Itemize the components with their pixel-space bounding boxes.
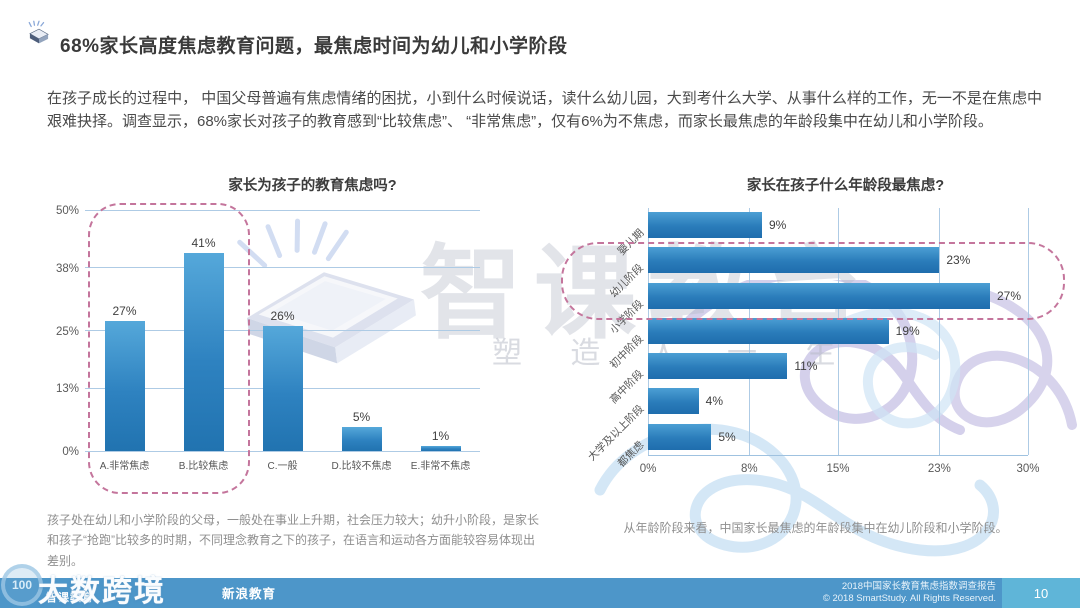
bar-value-label: 9% (769, 218, 787, 232)
chart-education-anxiety-level: 家长为孩子的教育焦虑吗? 0% 13% 25% 38% 50% 27% A.非常焦虑 41% B… (40, 166, 545, 568)
sina-edu-logo: 新浪教育 (222, 587, 277, 601)
x-axis-tick-label: 8% (741, 463, 758, 475)
book-logo-icon (28, 20, 49, 44)
y-axis-tick-label: 38% (55, 262, 79, 275)
x-axis-category-label: A.非常焦虑 (99, 461, 150, 472)
y-axis-tick-label: 50% (55, 205, 79, 217)
gridline (85, 450, 480, 452)
bar-value-label: 19% (895, 323, 920, 338)
left-chart-footnote: 孩子处在幼儿和小学阶段的父母，一般处在事业上升期，社会压力较大；幼升小阶段，是家… (47, 513, 540, 568)
y-axis-category-label: 小学阶段 (607, 297, 646, 336)
y-axis-tick-label: 13% (55, 383, 79, 396)
y-axis-tick-label: 0% (62, 446, 79, 458)
footer-bar: 2018中国家长教育焦虑指数调查报告 © 2018 SmartStudy. Al… (0, 578, 1080, 608)
axis-baseline (648, 454, 1028, 456)
x-axis-tick-label: 23% (927, 463, 951, 475)
bar (104, 320, 145, 451)
horizontal-bar-plot: 0% 8% 15% 23% 30% 9% 婴儿期 23% 幼儿阶段 27% 小学阶段 19% 初中阶段 1… (585, 208, 1040, 475)
right-chart-footnote: 从年龄阶段来看，中国家长最焦虑的年龄段集中在幼儿阶段和小学阶段。 (623, 521, 1008, 535)
bar (262, 325, 303, 451)
gridline (1027, 208, 1029, 455)
bar (648, 353, 788, 380)
bar-value-label: 26% (270, 308, 295, 323)
bar-value-label: 4% (705, 394, 723, 409)
page-title: 68%家长高度焦虑教育问题，最焦虑时间为幼儿和小学阶段 (60, 35, 568, 57)
gridline (938, 208, 940, 455)
footer-report-info: 2018中国家长教育焦虑指数调查报告 © 2018 SmartStudy. Al… (823, 581, 996, 605)
bar (648, 388, 699, 415)
x-axis-category-label: C.一般 (267, 461, 298, 472)
x-axis-category-label: B.比较焦虑 (178, 461, 229, 472)
footer-logos: 智课教育 新浪教育 100 大数跨境 (0, 560, 280, 608)
gridline (85, 267, 480, 269)
bar-value-label: 11% (794, 359, 818, 374)
y-axis-category-label: 幼儿阶段 (607, 262, 646, 301)
bar (648, 282, 990, 309)
bar-value-label: 41% (191, 236, 216, 251)
gridline (85, 209, 480, 211)
bar-value-label: 27% (112, 303, 137, 318)
bar (648, 247, 940, 274)
footer-copyright: © 2018 SmartStudy. All Rights Reserved. (822, 593, 996, 605)
x-axis-category-label: D.比较不焦虑 (331, 461, 392, 472)
x-axis-tick-label: 30% (1016, 463, 1040, 475)
bar (648, 317, 889, 344)
chart-anxiety-by-age: 家长在孩子什么年龄段最焦虑? 0% 8% 15% 23% 30% 9% 婴儿期 23% 幼儿阶段… (558, 166, 1073, 556)
bigdata-watermark: 大数跨境 (38, 575, 166, 608)
footer-report-name: 2018中国家长教育焦虑指数调查报告 (841, 581, 996, 592)
slide-header: 68%家长高度焦虑教育问题，最焦虑时间为幼儿和小学阶段 (0, 0, 1080, 58)
y-axis-category-label: 婴儿期 (615, 226, 646, 258)
bar-value-label: 1% (431, 429, 450, 444)
vertical-bar-plot: 0% 13% 25% 38% 50% 27% A.非常焦虑 41% B.比较焦虑 26% C.一般 5… (56, 205, 480, 472)
left-chart-title: 家长为孩子的教育焦虑吗? (228, 178, 397, 194)
bar-value-label: 27% (997, 288, 1022, 303)
x-axis-tick-label: 0% (639, 463, 657, 475)
bar-value-label: 5% (352, 409, 371, 424)
bar (341, 426, 382, 451)
x-axis-tick-label: 15% (826, 463, 850, 475)
bar-value-label: 5% (718, 429, 736, 444)
y-axis-category-label: 高中阶段 (607, 368, 646, 407)
bar-value-label: 23% (946, 253, 971, 268)
bar (420, 446, 461, 451)
badge-100-icon: 100 (1, 564, 43, 606)
y-axis-category-label: 初中阶段 (607, 332, 646, 371)
bar (183, 253, 224, 451)
right-chart-title: 家长在孩子什么年龄段最焦虑? (746, 178, 945, 194)
bar (648, 212, 762, 238)
bar (648, 423, 712, 450)
page-number: 10 (1002, 578, 1080, 608)
y-axis-tick-label: 25% (55, 325, 79, 338)
x-axis-category-label: E.非常不焦虑 (410, 461, 471, 472)
smartstudy-logo: 智课教育 (46, 592, 94, 604)
intro-paragraph: 在孩子成长的过程中， 中国父母普遍有焦虑情绪的困扰，小到什么时候说话，读什么幼儿… (47, 90, 1042, 130)
